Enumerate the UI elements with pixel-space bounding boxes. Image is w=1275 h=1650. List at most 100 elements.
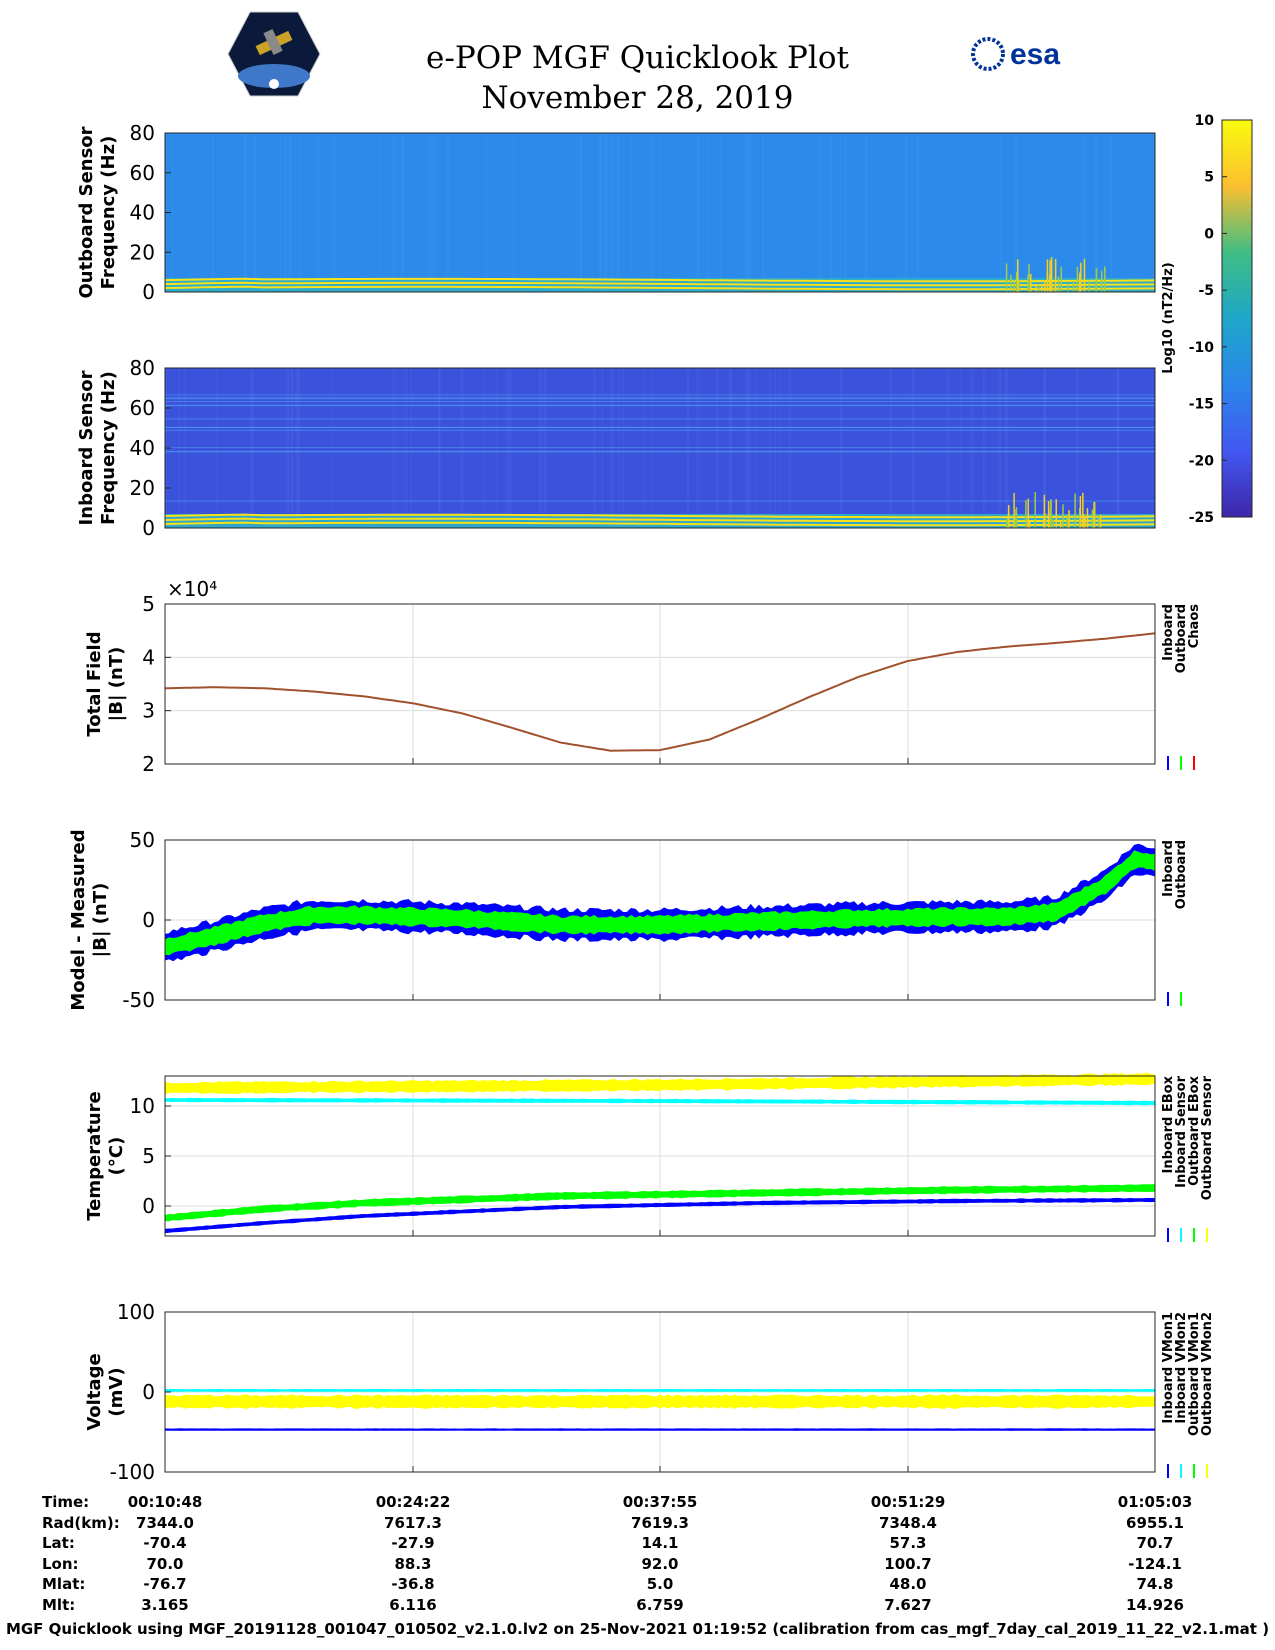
- inboard-spectrogram-burst: [1059, 521, 1062, 528]
- outboard-spectrogram-texture: [616, 133, 620, 292]
- outboard-spectrogram-texture: [900, 133, 902, 292]
- total-field-ylabel: |B| (nT): [106, 647, 127, 722]
- orbit-cell: -124.1: [1128, 1554, 1182, 1573]
- inboard-spectrogram-burst: [1086, 508, 1089, 528]
- inboard-spectrogram-burst: [1093, 502, 1095, 528]
- inboard-spectrogram-burst: [1083, 514, 1085, 528]
- model-minus-measured-ytick-label: 0: [142, 908, 155, 932]
- orbit-cell: 48.0: [889, 1575, 927, 1593]
- inboard-spectrogram-frequency-line: [164, 517, 1156, 523]
- outboard-spectrogram-texture: [189, 133, 191, 292]
- outboard-spectrogram-texture: [746, 133, 749, 292]
- outboard-spectrogram-texture: [748, 133, 751, 292]
- inboard-spectrogram-frequency-line: [164, 513, 1156, 519]
- voltage-ytick-label: 0: [142, 1380, 155, 1404]
- outboard-spectrogram-burst: [1030, 274, 1032, 292]
- temperature-legend-label: Outboard EBox: [1187, 1075, 1202, 1185]
- inboard-spectrogram-burst: [1025, 500, 1027, 528]
- colorbar: [1221, 119, 1253, 518]
- outboard-spectrogram-ylabel: Outboard Sensor: [76, 126, 97, 298]
- model-minus-measured-ytick-label: -50: [122, 988, 155, 1012]
- model-minus-measured-ylabel: |B| (nT): [90, 883, 111, 958]
- outboard-spectrogram-texture: [830, 133, 832, 292]
- orbit-cell: -76.7: [143, 1575, 187, 1593]
- outboard-spectrogram-texture: [339, 133, 341, 292]
- colorbar-tick-label: 10: [1195, 113, 1215, 129]
- model-minus-measured-ylabel: Model - Measured: [68, 829, 89, 1010]
- orbit-cell: 5.0: [646, 1575, 674, 1593]
- outboard-spectrogram-burst: [1005, 263, 1008, 292]
- inboard-spectrogram-burst: [1066, 518, 1068, 528]
- outboard-spectrogram-burst: [1079, 272, 1081, 292]
- orbit-cell: 00:24:22: [375, 1493, 451, 1511]
- inboard-spectrogram-burst: [1094, 501, 1096, 528]
- outboard-spectrogram-texture: [713, 133, 716, 292]
- inboard-spectrogram-burst: [1084, 516, 1086, 528]
- temperature-ytick-label: 10: [130, 1094, 155, 1118]
- orbit-cell: 3.165: [141, 1595, 189, 1614]
- outboard-spectrogram-texture: [242, 133, 246, 292]
- outboard-spectrogram-texture: [432, 133, 436, 292]
- colorbar-label: Log10 (nT2/Hz): [1161, 262, 1176, 373]
- orbit-cell: 92.0: [641, 1554, 679, 1573]
- voltage-legend-label: Inboard VMon1: [1161, 1312, 1176, 1424]
- temperature-legend-label: Inboard Sensor: [1174, 1075, 1189, 1187]
- colorbar-tick-label: 5: [1204, 170, 1214, 186]
- outboard-spectrogram-texture: [916, 133, 919, 292]
- inboard-spectrogram-ylabel: Frequency (Hz): [98, 371, 119, 525]
- outboard-spectrogram-burst: [1060, 266, 1062, 292]
- outboard-spectrogram-texture: [288, 133, 292, 292]
- footer-note: MGF Quicklook using MGF_20191128_001047_…: [5, 1620, 1270, 1638]
- outboard-spectrogram-texture: [1110, 133, 1113, 292]
- outboard-spectrogram-burst: [1067, 283, 1069, 292]
- outboard-spectrogram-texture: [378, 133, 380, 292]
- inboard-spectrogram-ytick-label: 0: [142, 516, 155, 540]
- outboard-spectrogram-texture: [279, 133, 281, 292]
- outboard-spectrogram-texture: [245, 133, 248, 292]
- outboard-spectrogram-burst: [1049, 259, 1051, 292]
- temperature-legend-label: Inboard EBox: [1161, 1075, 1176, 1173]
- outboard-spectrogram-texture: [658, 133, 661, 292]
- temperature-ylabel: Temperature: [84, 1091, 105, 1220]
- outboard-spectrogram-burst: [1095, 268, 1098, 292]
- orbit-cell: 70.7: [1136, 1534, 1174, 1552]
- inboard-spectrogram-burst: [1099, 514, 1102, 528]
- outboard-spectrogram-burst: [1100, 270, 1103, 292]
- temperature-legend-label: Outboard Sensor: [1200, 1075, 1215, 1200]
- outboard-spectrogram-texture: [815, 133, 818, 292]
- orbit-cell: -70.4: [143, 1534, 187, 1552]
- outboard-spectrogram-texture: [253, 133, 257, 292]
- inboard-spectrogram-burst: [1091, 509, 1094, 528]
- orbit-cell: 70.0: [146, 1554, 184, 1573]
- outboard-spectrogram-texture: [485, 133, 488, 292]
- outboard-spectrogram-texture: [446, 133, 450, 292]
- orbit-cell: 100.7: [884, 1554, 932, 1573]
- orbit-cell: 7.627: [884, 1595, 932, 1614]
- orbit-cell: 14.1: [641, 1534, 679, 1552]
- outboard-spectrogram-ylabel: Frequency (Hz): [98, 136, 119, 290]
- orbit-cell: 01:05:03: [1117, 1493, 1193, 1511]
- inboard-spectrogram-ylabel: Inboard Sensor: [76, 370, 97, 525]
- outboard-spectrogram-texture: [1082, 133, 1086, 292]
- outboard-spectrogram-texture: [429, 133, 432, 292]
- total-field-ytick-label: 4: [142, 645, 155, 669]
- colorbar-tick-label: -5: [1198, 283, 1214, 299]
- orbit-cell: -36.8: [391, 1575, 435, 1593]
- inboard-spectrogram-frequency-line: [164, 521, 1156, 527]
- outboard-spectrogram-texture: [212, 133, 214, 292]
- inboard-spectrogram-burst: [1013, 493, 1015, 528]
- outboard-spectrogram-texture: [426, 133, 428, 292]
- orbit-cell: 7348.4: [879, 1513, 937, 1532]
- orbit-cell: 6955.1: [1126, 1513, 1184, 1532]
- outboard-spectrogram-burst: [1018, 281, 1021, 292]
- colorbar-tick-label: -20: [1189, 453, 1215, 469]
- total-field-legend-label: Inboard: [1161, 604, 1176, 661]
- outboard-spectrogram-burst: [1088, 280, 1090, 292]
- outboard-spectrogram-texture: [299, 133, 302, 292]
- orbit-cell: 00:37:55: [622, 1493, 698, 1511]
- outboard-spectrogram-texture: [1014, 133, 1018, 292]
- total-field-legend-label: Chaos: [1187, 604, 1202, 648]
- voltage-series-outboard-vmon2: [164, 1394, 1156, 1409]
- outboard-spectrogram-texture: [865, 133, 868, 292]
- voltage-ytick-label: 100: [117, 1300, 155, 1324]
